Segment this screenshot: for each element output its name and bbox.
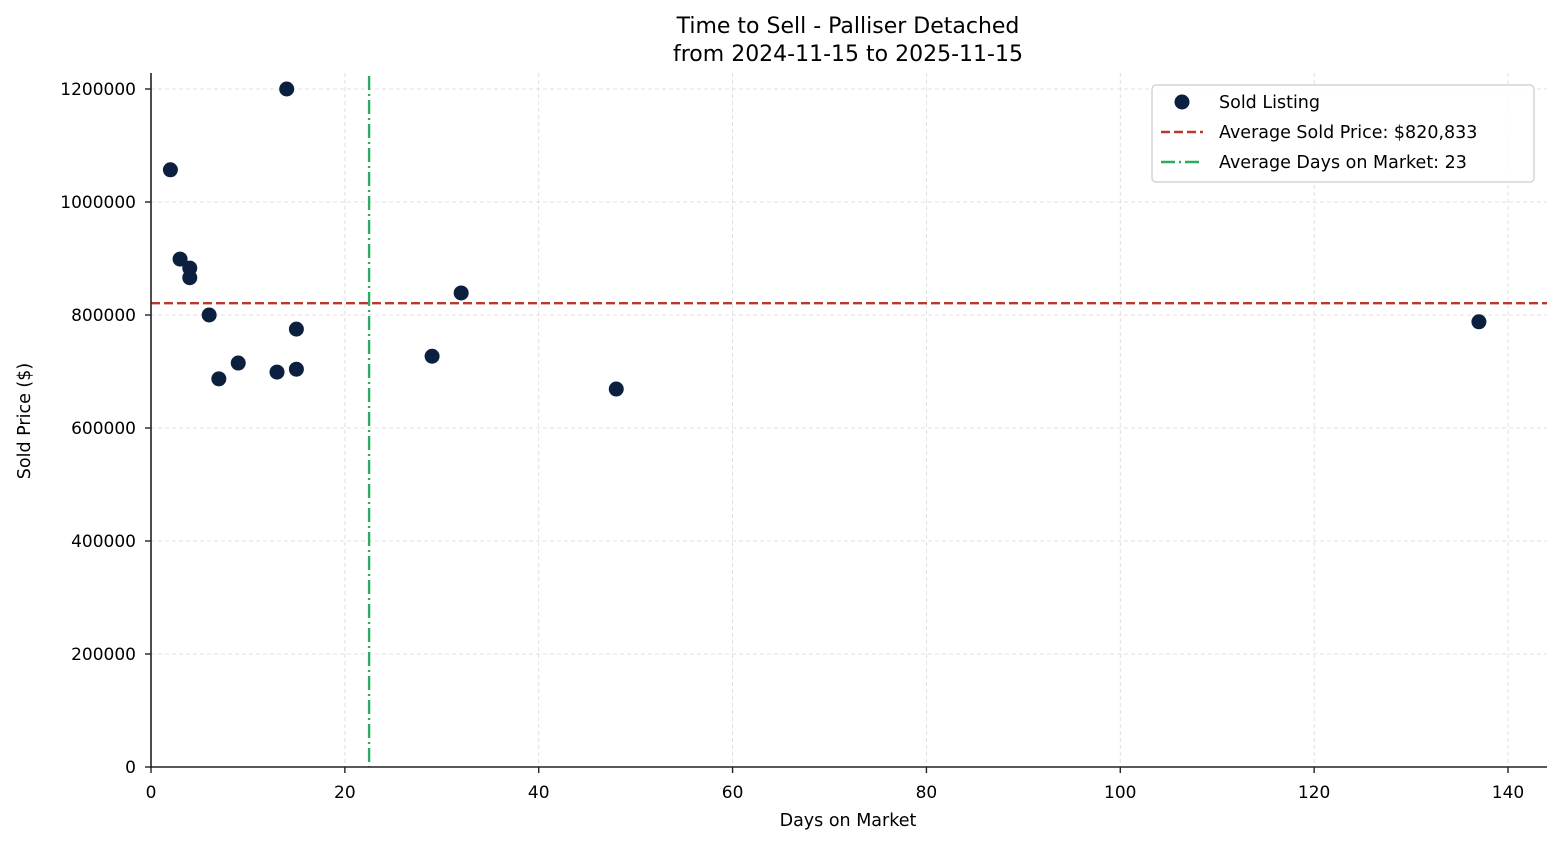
chart-subtitle: from 2024-11-15 to 2025-11-15 — [673, 42, 1023, 67]
reference-lines — [151, 76, 1547, 767]
x-tick-label: 80 — [916, 783, 938, 803]
legend: Sold Listing Average Sold Price: $820,83… — [1151, 84, 1535, 183]
data-point — [1471, 314, 1487, 330]
data-point — [453, 285, 469, 301]
data-point — [230, 355, 246, 371]
x-tick-label: 0 — [146, 783, 157, 803]
x-tick-label: 40 — [528, 783, 550, 803]
x-tick-label: 20 — [334, 783, 356, 803]
x-tick-label: 60 — [722, 783, 744, 803]
data-point — [288, 321, 304, 337]
chart-title: Time to Sell - Palliser Detached — [676, 14, 1020, 39]
data-point — [424, 348, 440, 364]
data-point — [201, 307, 217, 323]
legend-item-average-price: Average Sold Price: $820,833 — [1219, 123, 1477, 143]
data-point — [279, 81, 295, 97]
x-axis-label: Days on Market — [780, 811, 917, 831]
y-axis-label: Sold Price ($) — [15, 363, 35, 479]
data-point — [608, 381, 624, 397]
x-tick-label: 100 — [1104, 783, 1136, 803]
y-tick-label: 1200000 — [60, 80, 136, 100]
data-point — [182, 270, 198, 286]
x-tick-label: 140 — [1492, 783, 1524, 803]
legend-item-average-days: Average Days on Market: 23 — [1219, 153, 1467, 173]
x-tick-label: 120 — [1298, 783, 1330, 803]
data-point — [269, 364, 285, 380]
y-tick-label: 1000000 — [60, 193, 136, 213]
legend-marker-scatter-icon — [1174, 94, 1190, 110]
legend-item-sold-listing: Sold Listing — [1219, 93, 1320, 113]
y-tick-label: 800000 — [71, 306, 136, 326]
data-point — [211, 371, 227, 387]
y-tick-label: 0 — [125, 758, 136, 778]
data-point — [288, 361, 304, 377]
y-axis-ticks: 0 200000 400000 600000 800000 1000000 1200000 — [60, 80, 151, 778]
y-tick-label: 600000 — [71, 419, 136, 439]
legend-box — [1151, 84, 1535, 183]
y-tick-label: 200000 — [71, 645, 136, 665]
data-point — [162, 162, 178, 178]
y-tick-label: 400000 — [71, 532, 136, 552]
data-points — [162, 81, 1487, 397]
data-point — [172, 251, 188, 267]
x-axis-ticks: 0 20 40 60 80 100 120 140 — [146, 767, 1524, 803]
